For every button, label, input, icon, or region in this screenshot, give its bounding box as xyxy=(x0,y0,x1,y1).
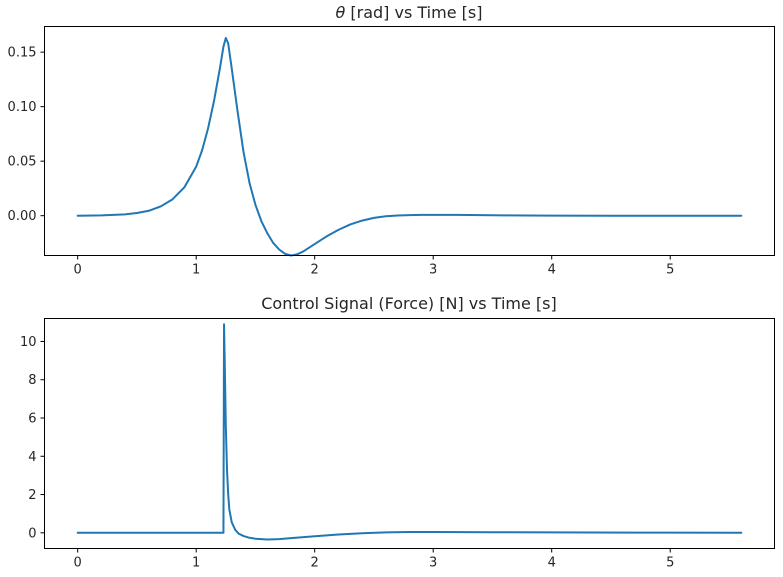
chart-force-y-tick-label: 8 xyxy=(28,373,36,388)
chart-theta-x-tick-label: 0 xyxy=(74,263,82,278)
chart-theta-series-line xyxy=(76,36,743,257)
chart-force-title: Control Signal (Force) [N] vs Time [s] xyxy=(261,294,557,313)
chart-force-x-tick-label: 1 xyxy=(192,556,200,571)
chart-theta: θ [rad] vs Time [s] 0 1 2 3 4 5 0.00 0.05 0.10 0.… xyxy=(8,3,775,278)
chart-force-plot: 0 1 2 3 4 5 0 2 4 6 8 10 xyxy=(20,323,743,571)
chart-theta-x-tick-label: 1 xyxy=(192,263,200,278)
chart-theta-y-tick-label: 0.15 xyxy=(8,46,37,61)
chart-force-series-line xyxy=(76,323,743,541)
chart-force-x-tick-label: 5 xyxy=(666,556,674,571)
chart-theta-plot: 0 1 2 3 4 5 0.00 0.05 0.10 0.15 xyxy=(8,36,743,278)
chart-force-x-tick-label: 2 xyxy=(311,556,319,571)
chart-force: Control Signal (Force) [N] vs Time [s] 0… xyxy=(20,294,775,571)
chart-theta-y-tick-label: 0.05 xyxy=(8,155,37,170)
chart-force-x-tick-label: 3 xyxy=(429,556,437,571)
chart-force-y-tick-label: 0 xyxy=(28,526,36,541)
chart-force-x-tick-label: 4 xyxy=(548,556,556,571)
chart-theta-frame xyxy=(44,26,775,256)
chart-force-frame xyxy=(44,318,775,549)
chart-theta-x-tick-label: 3 xyxy=(429,263,437,278)
chart-theta-x-tick-label: 5 xyxy=(666,263,674,278)
chart-force-y-tick-label: 2 xyxy=(28,488,36,503)
chart-theta-x-tick-label: 2 xyxy=(311,263,319,278)
chart-theta-title: θ [rad] vs Time [s] xyxy=(336,3,483,22)
chart-force-x-tick-label: 0 xyxy=(74,556,82,571)
chart-theta-y-tick-label: 0.10 xyxy=(8,100,37,115)
chart-force-y-tick-label: 10 xyxy=(20,335,37,350)
chart-theta-x-tick-label: 4 xyxy=(548,263,556,278)
chart-force-y-tick-label: 4 xyxy=(28,450,36,465)
chart-theta-y-tick-label: 0.00 xyxy=(8,209,37,224)
chart-force-y-tick-label: 6 xyxy=(28,412,36,427)
